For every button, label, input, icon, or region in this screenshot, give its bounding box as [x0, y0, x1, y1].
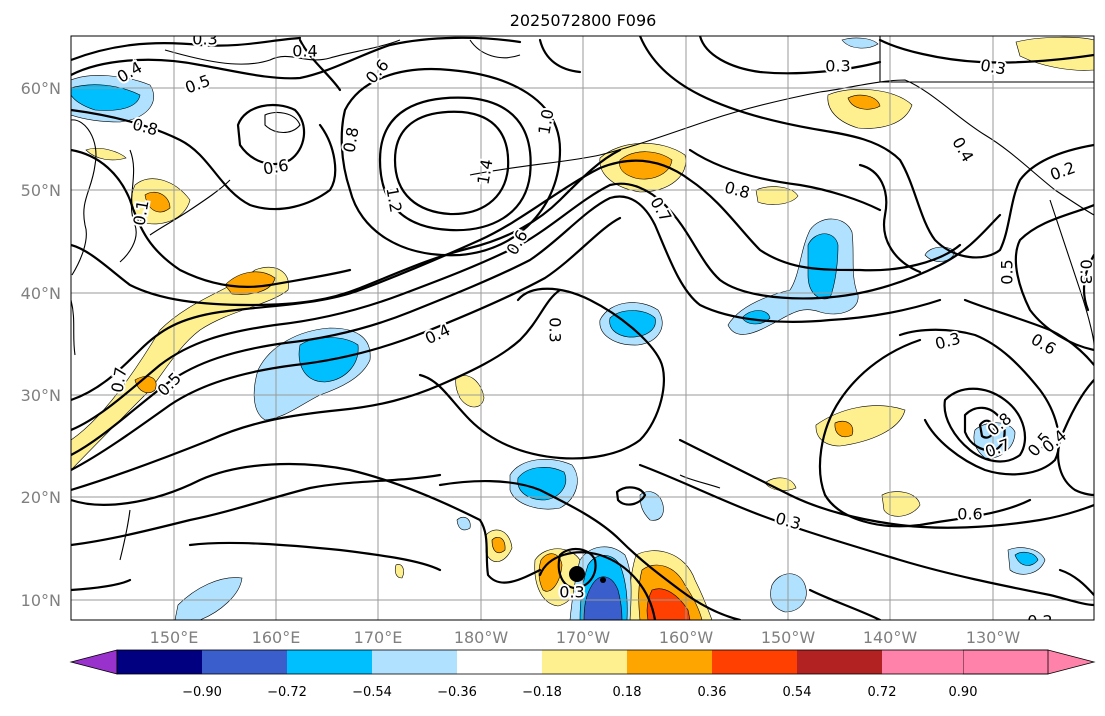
lon-label: 130°W [966, 628, 1021, 647]
contour-label: 0.5 [998, 259, 1017, 284]
colorbar-bin [882, 650, 963, 674]
lon-label: 150°E [150, 628, 199, 647]
colorbar-tick-label: 0.90 [949, 685, 978, 700]
colorbar-bin [627, 650, 712, 674]
lon-label: 180°W [454, 628, 509, 647]
colorbar-bin [712, 650, 797, 674]
lon-label: 160°W [659, 628, 714, 647]
secondary-center-marker [600, 577, 606, 583]
map-panel: 0.30.40.4 0.5 0.60.8 0.80.61.01.41.20.10.60… [70, 30, 1096, 631]
contour-label: 0.4 [292, 42, 317, 61]
lon-label: 170°W [556, 628, 611, 647]
lon-label: 140°W [863, 628, 918, 647]
colorbar-tick-label: −0.72 [267, 685, 307, 700]
colorbar-tick-label: −0.36 [437, 685, 477, 700]
contour-label: 1.2 [382, 186, 405, 214]
storm-center-marker [569, 566, 585, 582]
colorbar: −0.90 −0.72 −0.54 −0.36 −0.18 0.18 0.36 … [69, 649, 1096, 700]
colorbar-tick-label: −0.90 [182, 685, 222, 700]
colorbar-outline [116, 649, 1049, 675]
colorbar-min-extend [69, 649, 118, 675]
contour-labels: 0.30.40.4 0.5 0.60.8 0.80.61.01.41.20.10.60… [105, 30, 1096, 631]
colorbar-bin [287, 650, 372, 674]
colorbar-bin [457, 650, 542, 674]
colorbar-tick-label: 0.72 [868, 685, 897, 700]
map-frame [70, 35, 1095, 621]
colorbar-tick-label: 0.54 [783, 685, 812, 700]
colorbar-bin [202, 650, 287, 674]
contour-label: 0.3 [825, 57, 850, 76]
lat-label: 10°N [21, 591, 61, 610]
lat-label: 30°N [21, 386, 61, 405]
colorbar-tick-label: −0.18 [522, 685, 562, 700]
contour-label: 0.6 [957, 505, 982, 524]
colorbar-bin [797, 650, 882, 674]
lat-label: 60°N [21, 79, 61, 98]
contour-label: 0.3 [546, 317, 565, 342]
lon-label: 170°E [354, 628, 403, 647]
longitude-axis: 150°E 160°E 170°E 180°W 170°W 160°W 150°… [150, 628, 1021, 647]
contour-label: 0.3 [1077, 259, 1096, 284]
colorbar-bin [542, 650, 627, 674]
colorbar-bin [117, 650, 202, 674]
lat-label: 20°N [21, 488, 61, 507]
lon-label: 150°W [761, 628, 816, 647]
colorbar-tick-label: 0.36 [698, 685, 727, 700]
contour-label: 0.2 [1027, 612, 1052, 631]
contour-label: 0.3 [192, 30, 217, 49]
colorbar-max-extend [962, 649, 1096, 675]
colorbar-tick-label: −0.54 [352, 685, 392, 700]
colorbar-bin [372, 650, 457, 674]
colorbar-tick-label: 0.18 [613, 685, 642, 700]
lat-label: 50°N [21, 181, 61, 200]
negative-shading [71, 37, 1046, 620]
contour-lines [71, 36, 1094, 620]
latitude-axis: 60°N 50°N 40°N 30°N 20°N 10°N [21, 79, 61, 610]
coastlines [71, 36, 1094, 561]
map-title: 2025072800 F096 [510, 11, 657, 30]
lat-label: 40°N [21, 284, 61, 303]
contour-label: 0.3 [559, 583, 584, 602]
lon-label: 160°E [252, 628, 301, 647]
